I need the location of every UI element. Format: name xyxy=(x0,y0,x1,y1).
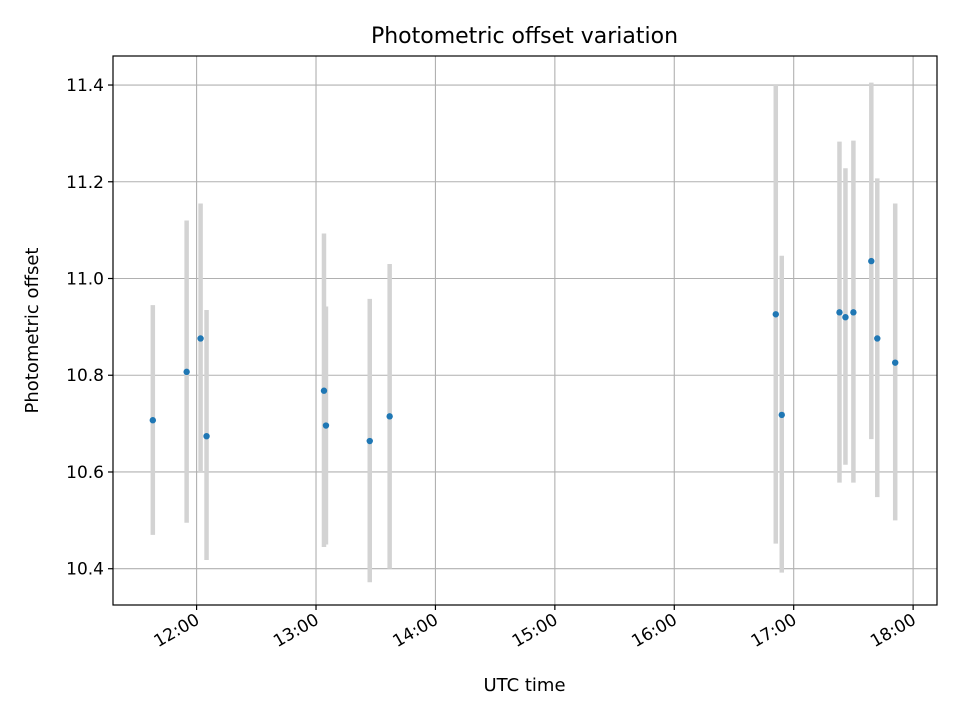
data-point xyxy=(778,411,785,419)
y-tick-label: 11.0 xyxy=(66,270,104,290)
data-point xyxy=(203,432,210,440)
data-point xyxy=(322,422,330,429)
data-points xyxy=(149,257,899,445)
data-point xyxy=(892,359,899,366)
data-point xyxy=(836,309,843,316)
y-tick-label: 10.6 xyxy=(66,463,104,483)
y-tick-label: 11.2 xyxy=(66,173,104,193)
x-axis-label: UTC time xyxy=(483,675,565,696)
data-point xyxy=(386,413,393,420)
grid xyxy=(113,56,937,605)
chart-title: Photometric offset variation xyxy=(371,24,678,49)
data-point xyxy=(842,313,849,321)
data-point xyxy=(850,309,857,316)
data-point xyxy=(149,417,157,424)
y-axis-ticks: 10.4 10.6 10.8 11.0 11.2 11.4 xyxy=(66,76,113,580)
data-point xyxy=(868,257,875,265)
data-point xyxy=(320,387,328,394)
data-point xyxy=(183,368,190,376)
y-axis-label: Photometric offset xyxy=(22,248,43,414)
data-point xyxy=(874,335,881,342)
y-tick-label: 11.4 xyxy=(66,76,104,96)
data-point xyxy=(772,311,779,318)
plot-frame xyxy=(112,55,938,606)
data-point xyxy=(366,437,373,445)
data-point xyxy=(197,335,204,342)
y-tick-label: 10.8 xyxy=(66,366,104,386)
y-tick-label: 10.4 xyxy=(66,560,104,580)
